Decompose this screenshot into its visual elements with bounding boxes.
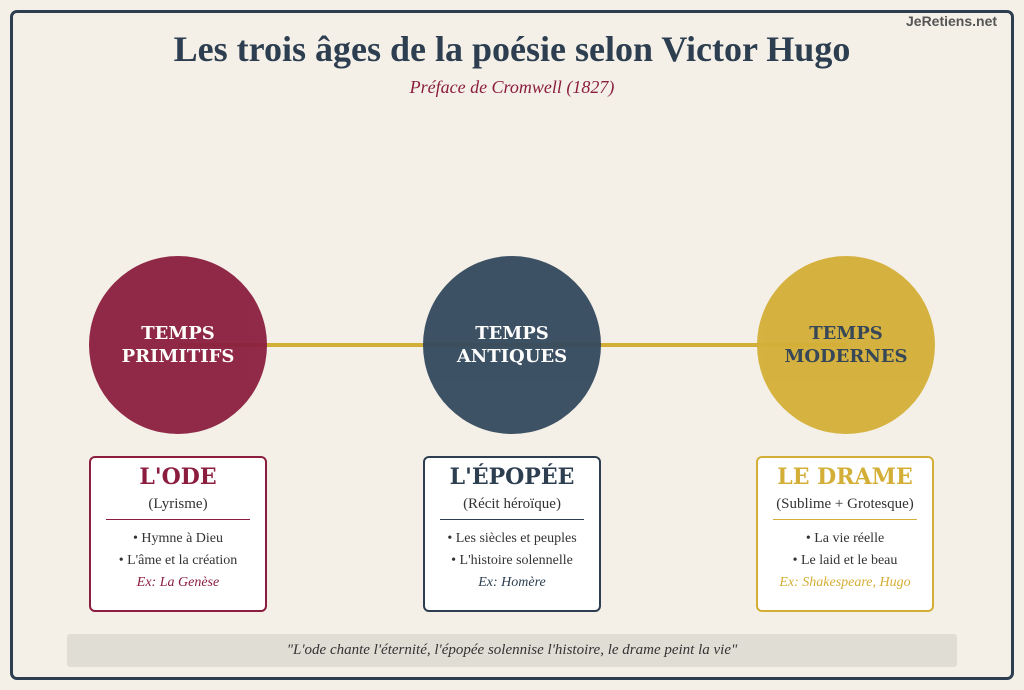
card-point: • L'âme et la création <box>118 553 238 568</box>
card-epopee: L'ÉPOPÉE (Récit héroïque) • Les siècles … <box>423 456 601 612</box>
circle-label-line: TEMPS <box>475 323 549 344</box>
card-example: Ex: Homère <box>478 575 546 590</box>
circle-temps-modernes: TEMPS MODERNES <box>757 256 935 434</box>
card-point: • Hymne à Dieu <box>132 531 224 546</box>
card-title: LE DRAME <box>777 464 913 490</box>
brand-watermark: JeRetiens.net <box>906 13 998 29</box>
divider <box>440 519 584 520</box>
card-ode: L'ODE (Lyrisme) • Hymne à Dieu • L'âme e… <box>89 456 267 612</box>
card-example: Ex: Shakespeare, Hugo <box>779 575 911 590</box>
circle-label-line: ANTIQUES <box>456 346 568 367</box>
card-subtitle: (Lyrisme) <box>148 496 208 512</box>
circle-label-line: PRIMITIFS <box>121 346 235 367</box>
card-point: • Les siècles et peuples <box>447 531 577 546</box>
circle-label-line: TEMPS <box>141 323 215 344</box>
circle-temps-primitifs: TEMPS PRIMITIFS <box>89 256 267 434</box>
card-drame: LE DRAME (Sublime + Grotesque) • La vie … <box>756 456 934 612</box>
page-title: Les trois âges de la poésie selon Victor… <box>173 29 851 69</box>
card-title: L'ÉPOPÉE <box>449 464 575 490</box>
frame-border <box>10 10 1014 680</box>
circle-label-line: MODERNES <box>784 346 908 367</box>
card-subtitle: (Sublime + Grotesque) <box>776 496 914 512</box>
card-subtitle: (Récit héroïque) <box>463 496 561 512</box>
circle-temps-antiques: TEMPS ANTIQUES <box>423 256 601 434</box>
divider <box>106 519 250 520</box>
card-example: Ex: La Genèse <box>136 575 220 590</box>
circle-label-line: TEMPS <box>809 323 883 344</box>
quote-banner: "L'ode chante l'éternité, l'épopée solen… <box>67 634 957 667</box>
card-point: • L'histoire solennelle <box>451 553 573 568</box>
card-title: L'ODE <box>139 464 217 490</box>
card-point: • La vie réelle <box>805 531 885 546</box>
page-subtitle: Préface de Cromwell (1827) <box>409 77 615 97</box>
card-point: • Le laid et le beau <box>792 553 898 568</box>
divider <box>773 519 917 520</box>
